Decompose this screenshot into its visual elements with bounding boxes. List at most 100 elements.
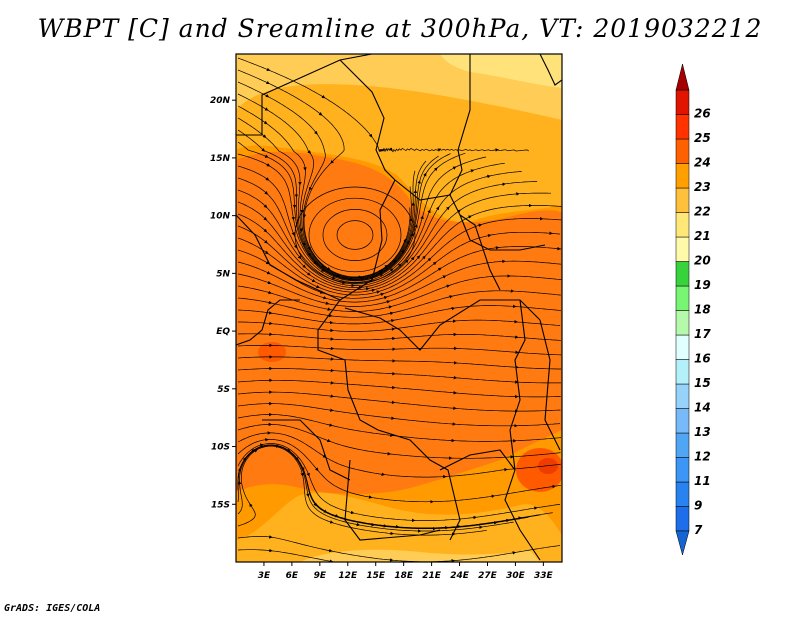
streamline [389,453,453,460]
colorbar-swatch [675,408,690,434]
streamline [418,209,461,257]
streamline [303,216,331,271]
streamline [382,261,437,295]
border-line [236,214,341,301]
streamline [444,467,508,477]
streamline [237,117,267,138]
streamline [299,257,355,288]
colorbar-top-arrow [675,63,690,91]
streamline [331,410,395,420]
streamline [514,545,561,553]
streamline [405,207,411,241]
streamline [530,205,562,207]
streamline [451,289,515,297]
colorbar-swatch [675,187,690,213]
streamline [454,423,518,428]
border-line [344,459,441,541]
streamline [393,402,457,410]
lat-axis: 20N 15N 10N 5N EQ 5S 10S 15S [210,96,236,510]
colorbar-swatch [675,383,690,409]
streamline [454,407,519,413]
vortex-streamline [322,209,388,261]
streamline [237,480,243,515]
streamline [514,437,562,442]
streamline [413,515,477,521]
colorbar-swatch [675,261,690,287]
streamline [434,521,498,529]
streamline [390,284,451,308]
border-line [262,419,351,481]
streamline [267,252,320,289]
grads-credit: GrADS: IGES/COLA [4,603,101,614]
streamline [308,474,355,515]
streamline [431,494,496,503]
border-line [539,319,561,451]
streamline [438,174,491,209]
streamline [391,147,442,153]
streamline [517,366,562,370]
border-line [236,54,373,136]
streamline [237,213,268,233]
streamline [237,57,271,71]
streamline [453,530,487,535]
streamline [472,162,505,171]
colorbar-label: 9 [694,499,702,513]
streamline [269,282,330,305]
streamline [378,257,432,292]
streamline [266,156,297,209]
streamline [504,181,538,185]
streamline [265,219,306,269]
colorbar-swatch [675,310,690,336]
streamline [419,525,483,532]
streamline [388,275,447,302]
streamline [268,272,327,300]
lat-tick-label: 10S [211,443,230,453]
streamline [514,306,561,311]
lon-tick-label: 18E [394,571,414,581]
vortex-streamline [336,220,374,250]
streamline [301,211,326,268]
streamline [277,445,310,498]
streamline [237,378,273,383]
streamline [424,215,472,258]
colorbar-label: 16 [694,352,711,366]
streamline [495,516,529,523]
streamline [266,439,319,472]
streamline [415,160,427,192]
streamline [271,379,335,385]
streamline [429,223,483,260]
streamline [302,162,332,219]
border-line [459,214,546,251]
streamline [517,192,551,195]
streamline [367,255,421,289]
streamline [394,360,458,365]
streamline [391,215,424,270]
streamline [459,192,520,211]
streamline [296,196,311,257]
map-figure: 20N 15N 10N 5N EQ 5S 10S 15S 3E 6E 9E 12E 15E 18E 21E… [210,53,711,581]
streamline [237,443,264,467]
streamline [270,292,332,311]
colorbar-swatch [675,334,690,360]
streamline [393,373,458,380]
streamline [332,395,396,405]
streamline [309,248,363,279]
streamline [237,273,272,285]
streamline [330,311,394,318]
streamline [270,550,334,562]
streamline [455,377,519,384]
streamline [267,179,295,236]
streamline [237,343,273,348]
lat-tick-label: 10N [210,212,231,222]
streamline [237,431,272,443]
streamline [264,136,302,186]
streamline [237,297,273,305]
border-line [339,59,396,181]
streamline [332,347,396,351]
streamline [454,156,487,168]
streamline [256,445,304,477]
streamline [408,179,421,243]
streamline [512,290,561,296]
streamline [329,305,393,312]
streamline [504,260,562,265]
